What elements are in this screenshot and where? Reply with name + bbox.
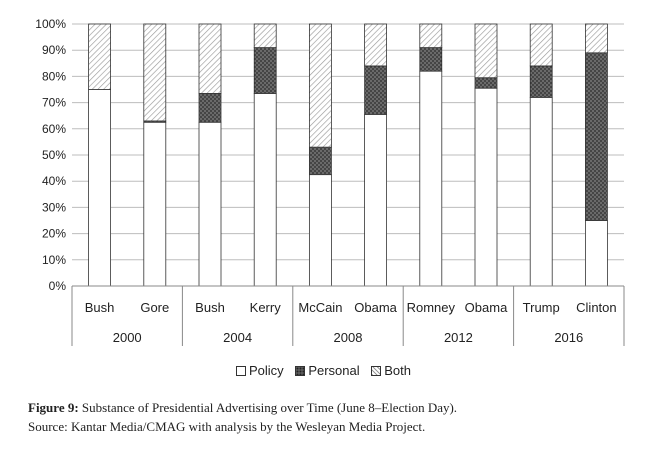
y-tick-label: 60% bbox=[42, 122, 66, 136]
bar-segment-both bbox=[529, 23, 553, 67]
candidate-label: McCain bbox=[298, 300, 342, 315]
y-tick-label: 80% bbox=[42, 69, 66, 83]
bar-segment-both bbox=[198, 23, 222, 94]
bar-segment-both bbox=[143, 23, 167, 122]
legend-label-policy: Policy bbox=[249, 363, 284, 378]
y-tick-label: 40% bbox=[42, 174, 66, 188]
candidate-label: Kerry bbox=[250, 300, 282, 315]
bar-segment-both bbox=[253, 23, 277, 48]
bar-segment-policy bbox=[308, 174, 332, 287]
figure-title: Substance of Presidential Advertising ov… bbox=[81, 400, 458, 415]
bar-segment-policy bbox=[198, 121, 222, 287]
year-label: 2004 bbox=[223, 330, 252, 345]
policy-swatch-icon bbox=[236, 365, 246, 376]
legend: Policy Personal Both bbox=[0, 363, 647, 379]
bar-segment-policy bbox=[585, 220, 608, 287]
y-tick-label: 10% bbox=[42, 253, 66, 267]
year-label: 2016 bbox=[554, 330, 583, 345]
legend-item-policy: Policy bbox=[236, 363, 284, 378]
bars bbox=[88, 23, 608, 287]
caption-title-line: Figure 9: Substance of Presidential Adve… bbox=[28, 398, 628, 417]
figure-label: Figure 9: bbox=[28, 400, 79, 415]
figure-source: Source: Kantar Media/CMAG with analysis … bbox=[28, 419, 426, 434]
y-axis: 0% 10% 20% 30% 40% 50% 60% 70% 80% 90% 100% bbox=[35, 17, 66, 293]
legend-label-both: Both bbox=[384, 363, 411, 378]
bar-segment-both bbox=[88, 23, 111, 90]
bar-segment-both bbox=[364, 23, 388, 67]
candidate-label: Obama bbox=[354, 300, 397, 315]
bar-segment-policy bbox=[419, 70, 443, 287]
candidate-label: Romney bbox=[407, 300, 456, 315]
bar-segment-both bbox=[308, 23, 332, 148]
stacked-bar-chart: 0%10%20%30%40%50%60%70%80%90%100% 2000 20… bbox=[35, 17, 625, 346]
bar-segment-policy bbox=[88, 89, 111, 287]
y-tick-label: 50% bbox=[42, 148, 66, 162]
candidate-label: Bush bbox=[195, 300, 225, 315]
y-tick-label: 0% bbox=[49, 279, 67, 293]
personal-swatch-icon bbox=[295, 365, 306, 376]
bar-segment-both bbox=[585, 23, 608, 54]
bar-segment-policy bbox=[474, 87, 498, 287]
bar-segment-personal bbox=[253, 47, 277, 94]
bar-segment-personal bbox=[364, 65, 388, 115]
bar-segment-personal bbox=[198, 93, 222, 123]
bar-segment-policy bbox=[143, 121, 167, 287]
bar-segment-policy bbox=[253, 93, 277, 287]
bar-segment-personal bbox=[308, 146, 332, 176]
year-label: 2000 bbox=[113, 330, 142, 345]
candidate-label: Gore bbox=[140, 300, 169, 315]
bar-segment-policy bbox=[529, 96, 553, 287]
candidate-label: Obama bbox=[465, 300, 508, 315]
bar-segment-personal bbox=[585, 52, 608, 221]
y-tick-label: 20% bbox=[42, 227, 66, 241]
legend-label-personal: Personal bbox=[308, 363, 360, 378]
legend-item-personal: Personal bbox=[295, 363, 360, 378]
bar-segment-personal bbox=[419, 47, 443, 72]
candidate-label: Clinton bbox=[576, 300, 616, 315]
x-axis-table: 2000 2004 2008 2012 2016 Bush Gore Bush Kerry McC… bbox=[71, 285, 625, 346]
figure-caption: Figure 9: Substance of Presidential Adve… bbox=[28, 398, 628, 436]
y-tick-label: 30% bbox=[42, 200, 66, 214]
bar-segment-personal bbox=[474, 77, 498, 89]
candidate-label: Trump bbox=[523, 300, 560, 315]
bar-segment-personal bbox=[529, 65, 553, 98]
y-tick-label: 70% bbox=[42, 96, 66, 110]
y-tick-label: 90% bbox=[42, 43, 66, 57]
year-label: 2008 bbox=[334, 330, 363, 345]
legend-item-both: Both bbox=[371, 363, 411, 378]
year-label: 2012 bbox=[444, 330, 473, 345]
bar-segment-policy bbox=[364, 113, 388, 287]
y-tick-label: 100% bbox=[35, 17, 66, 31]
candidate-label: Bush bbox=[85, 300, 115, 315]
both-swatch-icon bbox=[371, 365, 382, 376]
bar-segment-both bbox=[474, 23, 498, 79]
bar-segment-both bbox=[419, 23, 443, 48]
